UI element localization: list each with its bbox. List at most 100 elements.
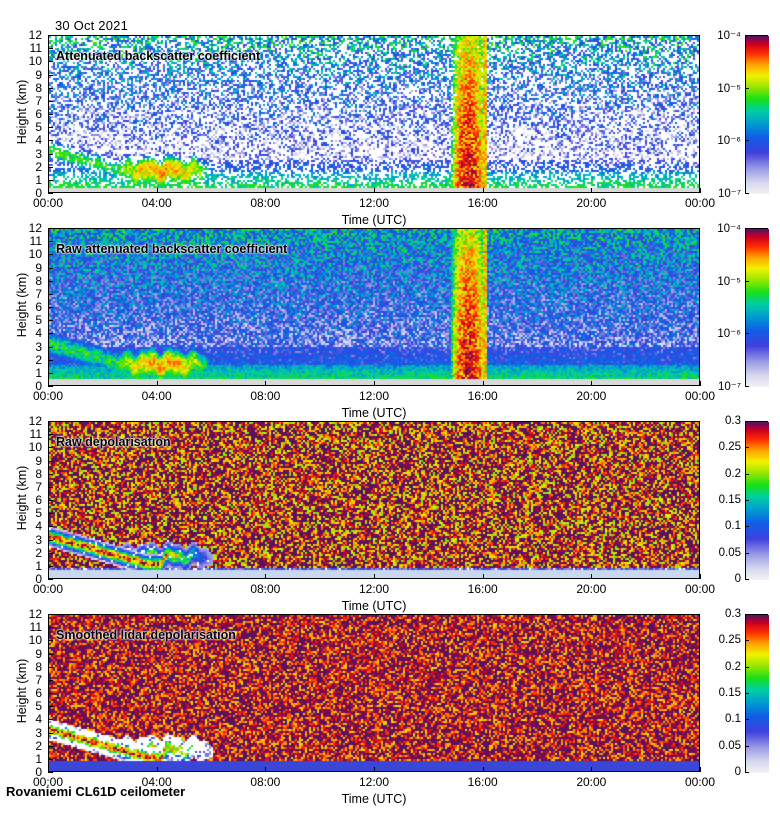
x-tick-mark <box>157 767 158 772</box>
y-tick-label: 9 <box>35 67 42 82</box>
y-tick-mark <box>48 320 53 321</box>
colorbar-tick-label: 0.15 <box>718 494 741 506</box>
x-tick-label: 00:00 <box>684 389 716 403</box>
y-tick-mark <box>48 228 53 229</box>
colorbar-tick-label: 0.15 <box>718 687 741 699</box>
colorbar-tick-mark <box>745 421 749 422</box>
y-tick-mark <box>48 759 53 760</box>
colorbar-tick-label: 0.1 <box>725 713 741 726</box>
y-tick-label: 9 <box>35 646 42 661</box>
y-tick-mark <box>48 640 53 641</box>
y-tick-label: 0 <box>35 765 42 779</box>
panel-title-smoothed-lidar-depolarisation: Smoothed lidar depolarisation <box>56 628 236 642</box>
colorbar-tick-mark <box>745 526 749 527</box>
plot-area-raw-depolarisation <box>48 421 700 579</box>
y-tick-label: 8 <box>35 466 42 481</box>
y-tick-label: 2 <box>35 545 42 560</box>
y-tick-label: 4 <box>35 712 42 727</box>
x-tick-mark <box>265 188 266 193</box>
y-tick-label: 0 <box>35 379 42 393</box>
y-tick-mark <box>48 114 53 115</box>
y-tick-mark <box>48 566 53 567</box>
x-tick-mark <box>591 767 592 772</box>
y-tick-label: 0 <box>35 572 42 586</box>
y-tick-mark <box>48 75 53 76</box>
y-tick-label: 5 <box>35 699 42 714</box>
y-tick-mark <box>48 307 53 308</box>
x-tick-mark <box>483 767 484 772</box>
x-tick-label: 00:00 <box>684 582 716 596</box>
y-tick-mark <box>48 88 53 89</box>
colorbar-tick-mark <box>745 500 749 501</box>
x-tick-label: 16:00 <box>467 196 498 210</box>
date-label: 30 Oct 2021 <box>55 18 129 33</box>
colorbar-tick-label: 0.2 <box>725 660 741 673</box>
colorbar-tick-mark <box>745 193 749 194</box>
x-tick-label: 08:00 <box>250 582 281 596</box>
x-tick-label: 04:00 <box>141 582 172 596</box>
colorbar-tick-label: 10⁻⁴ <box>717 223 741 235</box>
colorbar-tick-mark <box>745 640 749 641</box>
y-tick-mark <box>48 434 53 435</box>
y-tick-mark <box>48 294 53 295</box>
y-tick-label: 3 <box>35 725 42 740</box>
x-tick-mark <box>157 574 158 579</box>
colorbar-tick-label: 10⁻⁶ <box>717 328 741 341</box>
y-tick-mark <box>48 154 53 155</box>
y-tick-mark <box>48 447 53 448</box>
colorbar-tick-label: 0 <box>734 766 741 778</box>
y-tick-mark <box>48 333 53 334</box>
colorbar-tick-mark <box>745 553 749 554</box>
y-axis-label: Height (km) <box>15 465 29 531</box>
x-tick-label: 08:00 <box>250 196 281 210</box>
y-tick-label: 11 <box>29 620 42 635</box>
colorbar-tick-mark <box>745 746 749 747</box>
x-tick-label: 16:00 <box>467 775 498 789</box>
y-tick-label: 5 <box>35 313 42 328</box>
panel-attenuated-backscatter: Attenuated backscatter coefficient 0 1 2 3 4 5… <box>0 28 780 235</box>
x-tick-label: 04:00 <box>141 389 172 403</box>
y-tick-label: 7 <box>35 93 42 108</box>
y-tick-label: 4 <box>35 133 42 148</box>
colorbar-tick-label: 0.25 <box>718 441 741 454</box>
colorbar-tick-mark <box>745 693 749 694</box>
y-tick-label: 6 <box>35 493 42 507</box>
y-tick-label: 2 <box>35 738 42 753</box>
x-tick-mark <box>700 381 701 386</box>
colorbar-tick-mark <box>745 228 749 229</box>
y-tick-label: 8 <box>35 80 42 95</box>
colorbar-tick-mark <box>745 35 749 36</box>
panel-smoothed-lidar-depolarisation: Smoothed lidar depolarisation 0 1 2 3 4 5 6 7 8 9 1… <box>0 607 780 814</box>
x-axis-label: Time (UTC) <box>341 213 407 227</box>
x-tick-mark <box>374 767 375 772</box>
x-tick-label: 16:00 <box>467 582 498 596</box>
x-tick-label: 12:00 <box>358 775 390 789</box>
x-tick-label: 00:00 <box>684 196 716 210</box>
y-tick-label: 6 <box>35 686 42 700</box>
colorbar-gradient <box>746 36 769 194</box>
x-tick-label: 00:00 <box>32 775 64 789</box>
colorbar-tick-label: 0.1 <box>725 520 741 533</box>
colorbar-tick-mark <box>745 579 749 580</box>
x-tick-mark <box>483 381 484 386</box>
x-tick-label: 20:00 <box>576 196 607 210</box>
y-tick-mark <box>48 680 53 681</box>
colorbar-gradient <box>746 422 769 580</box>
colorbar-tick-label: 10⁻⁶ <box>717 135 741 148</box>
x-tick-label: 00:00 <box>32 196 64 210</box>
y-tick-mark <box>48 553 53 554</box>
y-tick-mark <box>48 461 53 462</box>
x-tick-mark <box>483 574 484 579</box>
data-canvas-raw-depolarisation <box>49 422 699 578</box>
y-tick-label: 7 <box>35 479 42 494</box>
x-tick-mark <box>374 574 375 579</box>
colorbar-tick-label: 0.05 <box>718 739 741 752</box>
y-tick-label: 2 <box>35 159 42 174</box>
y-tick-mark <box>48 474 53 475</box>
y-tick-mark <box>48 421 53 422</box>
y-tick-label: 1 <box>35 172 42 187</box>
panel-title-raw-attenuated-backscatter: Raw attenuated backscatter coefficient <box>56 242 288 256</box>
y-tick-mark <box>48 579 53 580</box>
y-tick-mark <box>48 719 53 720</box>
